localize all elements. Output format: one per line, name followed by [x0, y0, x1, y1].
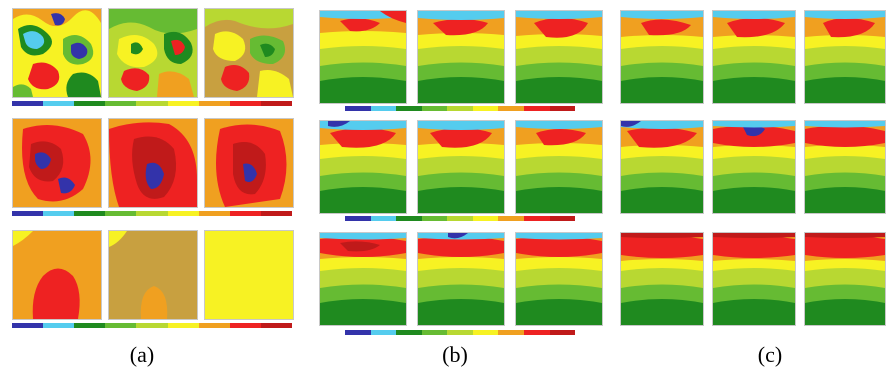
depth-section-b3 — [515, 10, 603, 104]
contour-plot-a2 — [108, 8, 198, 98]
contour-plot-a8 — [108, 230, 198, 320]
contour-plot-a3 — [204, 8, 294, 98]
depth-section-c7 — [620, 232, 704, 326]
colorbar-a-row3 — [12, 323, 292, 328]
colorbar-a-row1 — [12, 101, 292, 106]
depth-section-c5 — [712, 120, 796, 214]
colorbar-b-row3 — [345, 330, 576, 335]
caption-a: (a) — [129, 342, 155, 367]
depth-section-b9 — [515, 232, 603, 326]
depth-section-b7 — [319, 232, 407, 326]
caption-c: (c) — [757, 342, 783, 367]
depth-section-c3 — [804, 10, 886, 104]
colorbar-b-row2 — [345, 216, 576, 221]
depth-section-c4 — [620, 120, 704, 214]
group-a — [0, 0, 305, 340]
depth-section-c9 — [804, 232, 886, 326]
depth-section-b4 — [319, 120, 407, 214]
depth-section-c2 — [712, 10, 796, 104]
depth-section-b6 — [515, 120, 603, 214]
colorbar-a-row2 — [12, 211, 292, 216]
colorbar-b-row1 — [345, 106, 576, 111]
depth-section-b1 — [319, 10, 407, 104]
depth-section-b8 — [417, 232, 505, 326]
contour-plot-a1 — [12, 8, 102, 98]
group-b — [305, 0, 610, 345]
caption-b: (b) — [442, 342, 468, 367]
depth-section-c6 — [804, 120, 886, 214]
depth-section-b5 — [417, 120, 505, 214]
group-c — [610, 0, 886, 345]
contour-plot-a5 — [108, 118, 198, 208]
depth-section-c8 — [712, 232, 796, 326]
contour-plot-a4 — [12, 118, 102, 208]
depth-section-b2 — [417, 10, 505, 104]
contour-plot-a9 — [204, 230, 294, 320]
contour-plot-a6 — [204, 118, 294, 208]
depth-section-c1 — [620, 10, 704, 104]
contour-plot-a7 — [12, 230, 102, 320]
